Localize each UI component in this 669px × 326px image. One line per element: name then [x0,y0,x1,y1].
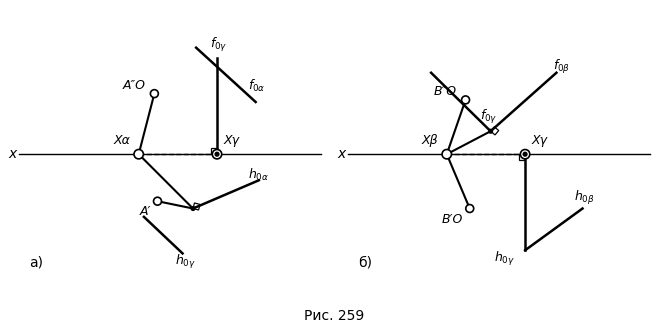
Text: B″O: B″O [434,85,457,98]
Text: B′O: B′O [442,213,464,226]
Text: $f_{0\gamma}$: $f_{0\gamma}$ [480,108,498,126]
Text: $h_{0\gamma}$: $h_{0\gamma}$ [175,253,196,272]
Circle shape [489,129,492,133]
Circle shape [442,150,452,159]
Circle shape [134,150,143,159]
Text: Xγ: Xγ [223,134,240,147]
Text: A′: A′ [140,205,151,218]
Circle shape [462,96,470,104]
Text: $h_{0\alpha}$: $h_{0\alpha}$ [248,167,270,183]
Text: Xγ: Xγ [531,134,547,147]
Text: A″O: A″O [123,79,146,92]
Text: Xβ: Xβ [421,134,438,147]
Circle shape [212,150,221,159]
Circle shape [466,204,474,213]
Text: $h_{0\gamma}$: $h_{0\gamma}$ [494,250,514,268]
Circle shape [520,150,530,159]
Circle shape [523,152,527,156]
Circle shape [151,90,159,97]
Circle shape [153,197,161,205]
Text: Рис. 259: Рис. 259 [304,309,365,323]
Circle shape [215,152,219,156]
Circle shape [191,207,195,210]
Text: $f_{0\gamma}$: $f_{0\gamma}$ [209,36,227,54]
Text: а): а) [29,255,43,269]
Text: $f_{0\beta}$: $f_{0\beta}$ [553,58,571,76]
Text: $h_{0\beta}$: $h_{0\beta}$ [574,189,595,207]
Text: б): б) [358,255,372,269]
Text: x: x [337,147,345,161]
Text: Xα: Xα [114,134,130,147]
Text: x: x [8,147,17,161]
Text: $f_{0\alpha}$: $f_{0\alpha}$ [248,78,266,94]
